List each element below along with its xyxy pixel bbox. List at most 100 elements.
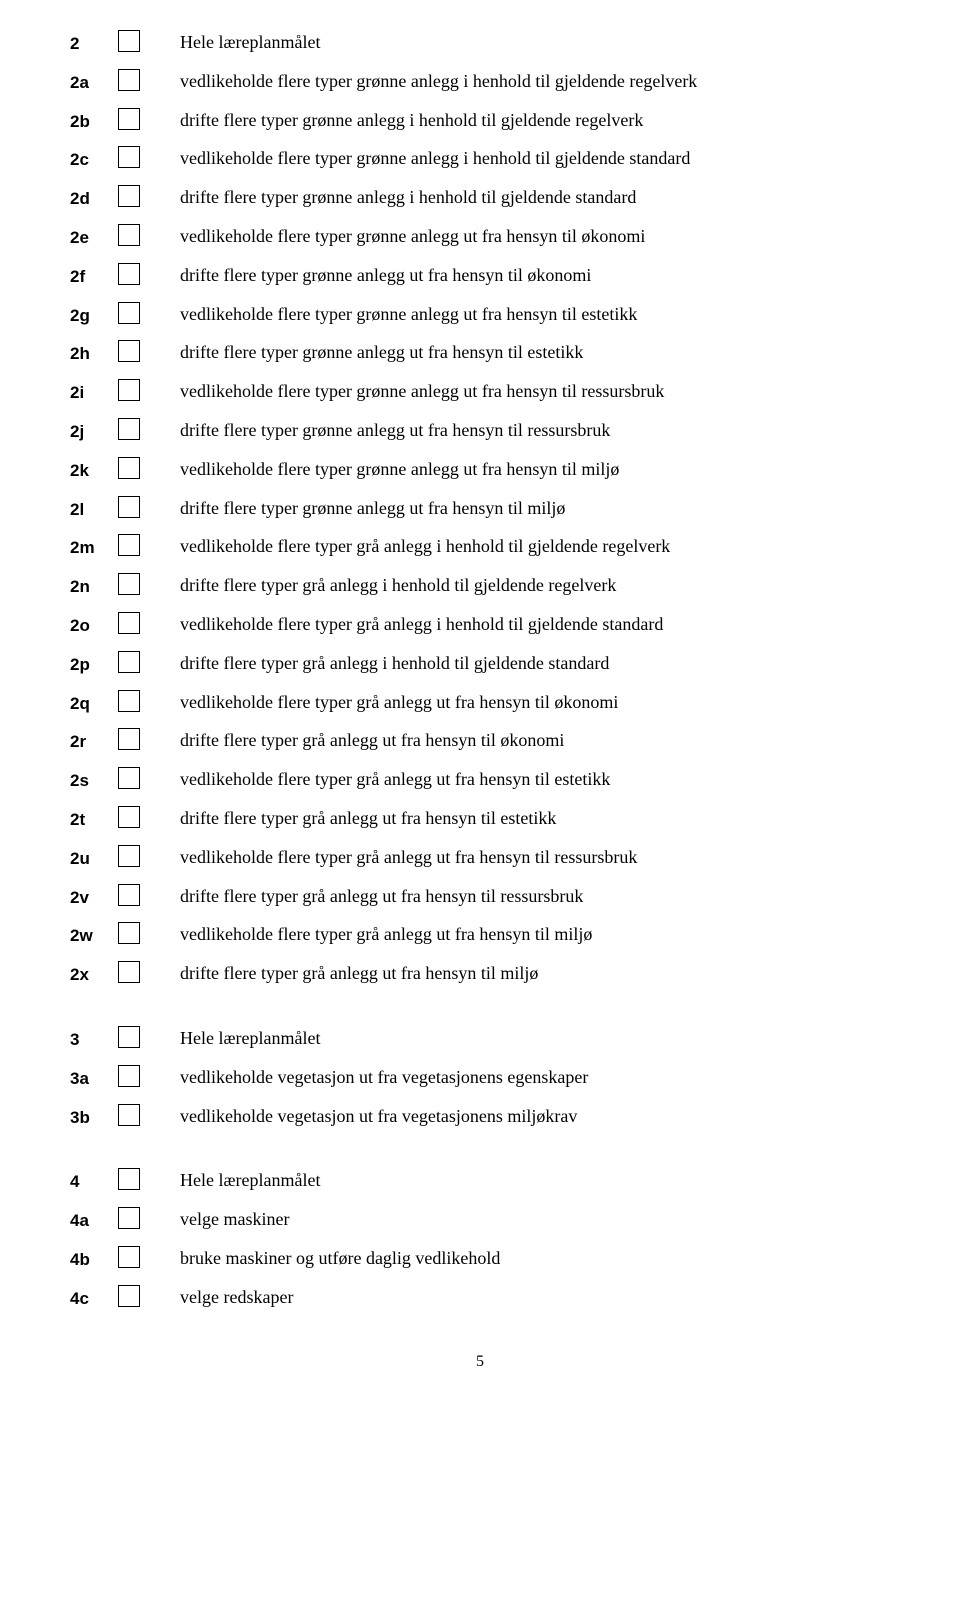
checkbox[interactable] bbox=[118, 651, 140, 673]
row-id: 2e bbox=[70, 224, 118, 250]
checkbox[interactable] bbox=[118, 418, 140, 440]
group-separator bbox=[70, 1142, 890, 1168]
checklist-row: 4c velge redskaper bbox=[70, 1285, 890, 1311]
checklist-row: 2a vedlikeholde flere typer grønne anlegg… bbox=[70, 69, 890, 95]
checklist-row: 3bvedlikeholde vegetasjon ut fra vegetas… bbox=[70, 1104, 890, 1130]
group-separator bbox=[70, 1000, 890, 1026]
row-text: vedlikeholde flere typer grå anlegg ut f… bbox=[180, 845, 890, 870]
checkbox[interactable] bbox=[118, 379, 140, 401]
checklist-row: 2xdrifte flere typer grå anlegg ut fra h… bbox=[70, 961, 890, 987]
row-text: drifte flere typer grå anlegg ut fra hen… bbox=[180, 728, 890, 753]
row-id: 4 bbox=[70, 1168, 118, 1194]
checkbox[interactable] bbox=[118, 263, 140, 285]
row-text: drifte flere typer grønne anlegg ut fra … bbox=[180, 263, 890, 288]
row-id: 3 bbox=[70, 1026, 118, 1052]
row-text: bruke maskiner og utføre daglig vedlikeh… bbox=[180, 1246, 890, 1271]
checklist-row: 2p drifte flere typer grå anlegg i henhol… bbox=[70, 651, 890, 677]
page-number: 5 bbox=[70, 1351, 890, 1373]
row-text: drifte flere typer grå anlegg ut fra hen… bbox=[180, 884, 890, 909]
row-text: vedlikeholde flere typer grønne anlegg u… bbox=[180, 457, 890, 482]
checkbox[interactable] bbox=[118, 884, 140, 906]
checkbox[interactable] bbox=[118, 806, 140, 828]
checkbox[interactable] bbox=[118, 1104, 140, 1126]
row-text: velge redskaper bbox=[180, 1285, 890, 1310]
row-text: vedlikeholde flere typer grønne anlegg u… bbox=[180, 379, 890, 404]
row-id: 2f bbox=[70, 263, 118, 289]
row-id: 4c bbox=[70, 1285, 118, 1311]
row-id: 2b bbox=[70, 108, 118, 134]
row-id: 2n bbox=[70, 573, 118, 599]
checkbox[interactable] bbox=[118, 457, 140, 479]
checkbox[interactable] bbox=[118, 146, 140, 168]
row-id: 2o bbox=[70, 612, 118, 638]
row-text: drifte flere typer grønne anlegg ut fra … bbox=[180, 496, 890, 521]
checkbox[interactable] bbox=[118, 302, 140, 324]
row-id: 2r bbox=[70, 728, 118, 754]
checkbox[interactable] bbox=[118, 1285, 140, 1307]
checkbox[interactable] bbox=[118, 573, 140, 595]
row-id: 2a bbox=[70, 69, 118, 95]
checklist-row: 2e vedlikeholde flere typer grønne anlegg… bbox=[70, 224, 890, 250]
checkbox[interactable] bbox=[118, 728, 140, 750]
row-id: 2s bbox=[70, 767, 118, 793]
row-id: 2l bbox=[70, 496, 118, 522]
row-text: vedlikeholde flere typer grå anlegg i he… bbox=[180, 534, 890, 559]
checklist-row: 4bbruke maskiner og utføre daglig vedlik… bbox=[70, 1246, 890, 1272]
row-text: vedlikeholde flere typer grå anlegg ut f… bbox=[180, 767, 890, 792]
row-id: 2i bbox=[70, 379, 118, 405]
checklist-row: 2w vedlikeholde flere typer grå anlegg ut… bbox=[70, 922, 890, 948]
checklist-row: 2Hele læreplanmålet bbox=[70, 30, 890, 56]
row-text: vedlikeholde flere typer grønne anlegg i… bbox=[180, 146, 890, 171]
row-id: 2j bbox=[70, 418, 118, 444]
row-text: drifte flere typer grå anlegg ut fra hen… bbox=[180, 961, 890, 986]
row-id: 2u bbox=[70, 845, 118, 871]
checkbox[interactable] bbox=[118, 224, 140, 246]
row-text: vedlikeholde flere typer grå anlegg ut f… bbox=[180, 922, 890, 947]
row-text: vedlikeholde flere typer grønne anlegg u… bbox=[180, 224, 890, 249]
row-id: 2g bbox=[70, 302, 118, 328]
checklist-row: 2n drifte flere typer grå anlegg i henhol… bbox=[70, 573, 890, 599]
checkbox[interactable] bbox=[118, 1026, 140, 1048]
checkbox[interactable] bbox=[118, 767, 140, 789]
row-id: 2k bbox=[70, 457, 118, 483]
row-id: 2v bbox=[70, 884, 118, 910]
row-id: 2m bbox=[70, 534, 118, 560]
checkbox[interactable] bbox=[118, 1207, 140, 1229]
row-text: drifte flere typer grå anlegg i henhold … bbox=[180, 573, 890, 598]
checkbox[interactable] bbox=[118, 108, 140, 130]
checkbox[interactable] bbox=[118, 845, 140, 867]
row-id: 2w bbox=[70, 922, 118, 948]
checklist-row: 2o vedlikeholde flere typer grå anlegg i … bbox=[70, 612, 890, 638]
checkbox[interactable] bbox=[118, 185, 140, 207]
checkbox[interactable] bbox=[118, 1168, 140, 1190]
checkbox[interactable] bbox=[118, 961, 140, 983]
checklist-row: 2j drifte flere typer grønne anlegg ut fr… bbox=[70, 418, 890, 444]
row-id: 2p bbox=[70, 651, 118, 677]
checklist-row: 2hdrifte flere typer grønne anlegg ut fr… bbox=[70, 340, 890, 366]
row-text: drifte flere typer grønne anlegg ut fra … bbox=[180, 418, 890, 443]
checklist-row: 2f drifte flere typer grønne anlegg ut fr… bbox=[70, 263, 890, 289]
checklist-row: 2v drifte flere typer grå anlegg ut fra h… bbox=[70, 884, 890, 910]
checkbox[interactable] bbox=[118, 340, 140, 362]
checklist-row: 2qvedlikeholde flere typer grå anlegg ut… bbox=[70, 690, 890, 716]
checklist-row: 2l drifte flere typer grønne anlegg ut fr… bbox=[70, 496, 890, 522]
checkbox[interactable] bbox=[118, 922, 140, 944]
row-text: drifte flere typer grønne anlegg i henho… bbox=[180, 185, 890, 210]
checkbox[interactable] bbox=[118, 690, 140, 712]
checkbox[interactable] bbox=[118, 69, 140, 91]
checkbox[interactable] bbox=[118, 612, 140, 634]
checklist-row: 2u vedlikeholde flere typer grå anlegg ut… bbox=[70, 845, 890, 871]
row-id: 2q bbox=[70, 690, 118, 716]
checkbox[interactable] bbox=[118, 30, 140, 52]
checkbox[interactable] bbox=[118, 496, 140, 518]
row-text: velge maskiner bbox=[180, 1207, 890, 1232]
row-id: 2d bbox=[70, 185, 118, 211]
row-text: vedlikeholde flere typer grå anlegg i he… bbox=[180, 612, 890, 637]
row-text: vedlikeholde vegetasjon ut fra vegetasjo… bbox=[180, 1104, 890, 1129]
checklist-row: 2s vedlikeholde flere typer grå anlegg ut… bbox=[70, 767, 890, 793]
row-text: drifte flere typer grå anlegg i henhold … bbox=[180, 651, 890, 676]
row-text: vedlikeholde flere typer grønne anlegg i… bbox=[180, 69, 890, 94]
checkbox[interactable] bbox=[118, 534, 140, 556]
checkbox[interactable] bbox=[118, 1246, 140, 1268]
checkbox[interactable] bbox=[118, 1065, 140, 1087]
